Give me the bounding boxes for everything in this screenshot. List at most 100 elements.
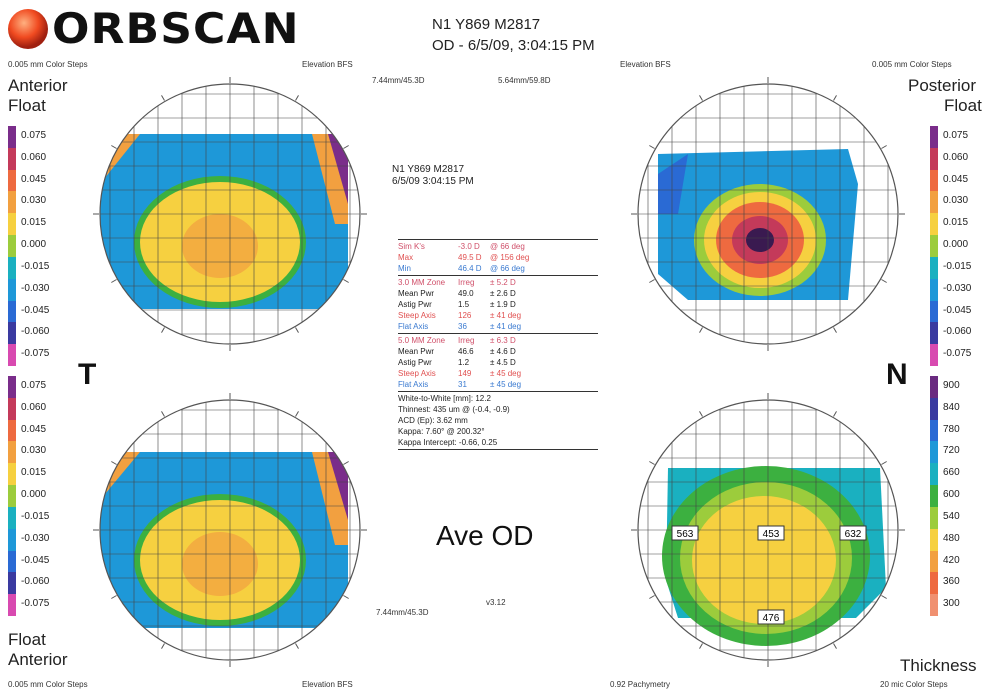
scale-swatch	[8, 147, 16, 170]
tr-elevation-ref: Elevation BFS	[620, 60, 671, 69]
scale-swatch	[930, 594, 938, 616]
scale-swatch	[8, 550, 16, 573]
table-row: Flat Axis 36 ± 41 deg	[398, 322, 522, 331]
scale-swatch	[930, 256, 938, 279]
scale-swatch	[930, 550, 938, 573]
table-row: Mean Pwr 49.0 ± 2.6 D	[398, 289, 516, 298]
scale-swatch	[8, 126, 16, 148]
table-divider	[398, 391, 598, 392]
scale-swatch	[8, 213, 16, 236]
keratometry-table: Sim K's -3.0 D @ 66 deg Max 49.5 D @ 156 deg M…	[398, 238, 598, 451]
scale-swatch	[930, 463, 938, 486]
grid-lines	[93, 77, 367, 351]
posterior-float-map	[631, 77, 905, 351]
table-row: Astig Pwr 1.5 ± 1.9 D	[398, 300, 516, 309]
exam-datetime: OD - 6/5/09, 3:04:15 PM	[432, 37, 595, 54]
scale-swatch	[8, 441, 16, 464]
table-row: Mean Pwr 46.6 ± 4.6 D	[398, 347, 516, 356]
scale-swatch	[8, 300, 16, 323]
scale-label: 300	[943, 598, 960, 610]
svg-text:632: 632	[845, 529, 862, 540]
bl-color-steps: 0.005 mm Color Steps	[8, 680, 88, 689]
table-row: Steep Axis 149 ± 45 deg	[398, 369, 522, 378]
scale-label: 0.030	[21, 195, 47, 207]
scale-label: -0.030	[943, 282, 972, 294]
brand-name: ORBSCAN	[52, 4, 300, 53]
tl-color-steps: 0.005 mm Color Steps	[8, 60, 88, 69]
table-row: Kappa Intercept: -0.66, 0.25	[398, 438, 498, 447]
scale-swatch	[930, 506, 938, 529]
scale-swatch	[930, 572, 938, 595]
scale-swatch	[8, 191, 16, 214]
scale-label: 600	[943, 489, 960, 501]
tr-label-posterior: Posterior	[908, 76, 977, 95]
thickness-scale: 900 840 780 720 660 600 540 480 420 360 300	[930, 376, 990, 616]
bl-label-anterior: Anterior	[8, 650, 68, 669]
table-divider	[398, 333, 598, 334]
bl-elevation-ref: Elevation BFS	[302, 680, 353, 689]
scale-label: 0.015	[21, 217, 47, 229]
bottom-float-scale: 0.075 0.060 0.045 0.030 0.015 0.000 -0.015 -0.0…	[8, 376, 68, 616]
scale-swatch	[8, 506, 16, 529]
temporal-marker: T	[78, 358, 97, 391]
scale-label: -0.045	[21, 554, 50, 566]
scale-label: 0.060	[21, 401, 47, 413]
scale-swatch	[930, 169, 938, 192]
scale-label: -0.060	[21, 326, 50, 338]
scale-label: 360	[943, 576, 960, 588]
svg-text:453: 453	[763, 529, 780, 540]
scale-swatch	[930, 397, 938, 420]
orbscan-logo	[8, 9, 48, 49]
scale-swatch	[930, 322, 938, 345]
table-row: Astig Pwr 1.2 ± 4.5 D	[398, 358, 516, 367]
scale-label: 720	[943, 445, 960, 457]
scale-label: -0.045	[21, 304, 50, 316]
scale-label: 0.000	[21, 489, 47, 501]
table-row: Max 49.5 D @ 156 deg	[398, 253, 530, 262]
scale-swatch	[930, 126, 938, 148]
scale-label: 0.030	[21, 445, 47, 457]
table-row: White-to-White [mm]: 12.2	[398, 394, 491, 403]
scale-label: -0.030	[21, 282, 50, 294]
scale-swatch	[8, 594, 16, 616]
scale-label: 0.075	[21, 380, 47, 391]
scale-label: 0.015	[21, 467, 47, 479]
pachy-value-center: 453	[757, 525, 785, 541]
scale-label: 0.030	[943, 195, 969, 207]
patient-id: N1 Y869 M2817	[432, 16, 541, 33]
bottom-bfs: 7.44mm/45.3D	[376, 608, 429, 617]
scale-label: 660	[943, 467, 960, 479]
table-row: Sim K's -3.0 D @ 66 deg	[398, 242, 525, 251]
table-row: 5.0 MM Zone Irreg ± 6.3 D	[398, 336, 516, 345]
scale-label: -0.030	[21, 532, 50, 544]
scale-label: 540	[943, 510, 960, 522]
scale-swatch	[8, 419, 16, 442]
scale-label: -0.060	[21, 576, 50, 588]
pachy-value-bottom: 476	[757, 609, 785, 625]
scale-label: 0.045	[21, 173, 47, 185]
anterior-float-scale: 0.075 0.060 0.045 0.030 0.015 0.000 -0.015 -0.0…	[8, 126, 68, 366]
scale-label: -0.015	[943, 260, 972, 272]
scale-swatch	[930, 235, 938, 257]
tl-elevation-ref: Elevation BFS	[302, 60, 353, 69]
table-row: Steep Axis 126 ± 41 deg	[398, 311, 522, 320]
scale-swatch	[8, 376, 16, 398]
tr-label-float: Float	[944, 96, 982, 115]
tl-label-float: Float	[8, 96, 46, 115]
software-version: v3.12	[486, 598, 506, 607]
scale-swatch	[930, 441, 938, 464]
scale-label: 0.060	[21, 151, 47, 163]
scale-label: 420	[943, 554, 960, 566]
scale-swatch	[8, 485, 16, 507]
table-row: Kappa: 7.60° @ 200.32°	[398, 427, 485, 436]
scale-label: -0.015	[21, 510, 50, 522]
posterior-float-scale: 0.075 0.060 0.045 0.030 0.015 0.000 -0.015 -0.0…	[930, 126, 990, 366]
scale-swatch	[930, 213, 938, 236]
table-row: 3.0 MM Zone Irreg ± 5.2 D	[398, 278, 516, 287]
scale-label: 480	[943, 532, 960, 544]
table-row: Thinnest: 435 um @ (-0.4, -0.9)	[398, 405, 510, 414]
scale-label: 0.000	[21, 239, 47, 251]
scale-label: 780	[943, 423, 960, 435]
scale-label: 0.045	[943, 173, 969, 185]
scale-swatch	[930, 278, 938, 301]
